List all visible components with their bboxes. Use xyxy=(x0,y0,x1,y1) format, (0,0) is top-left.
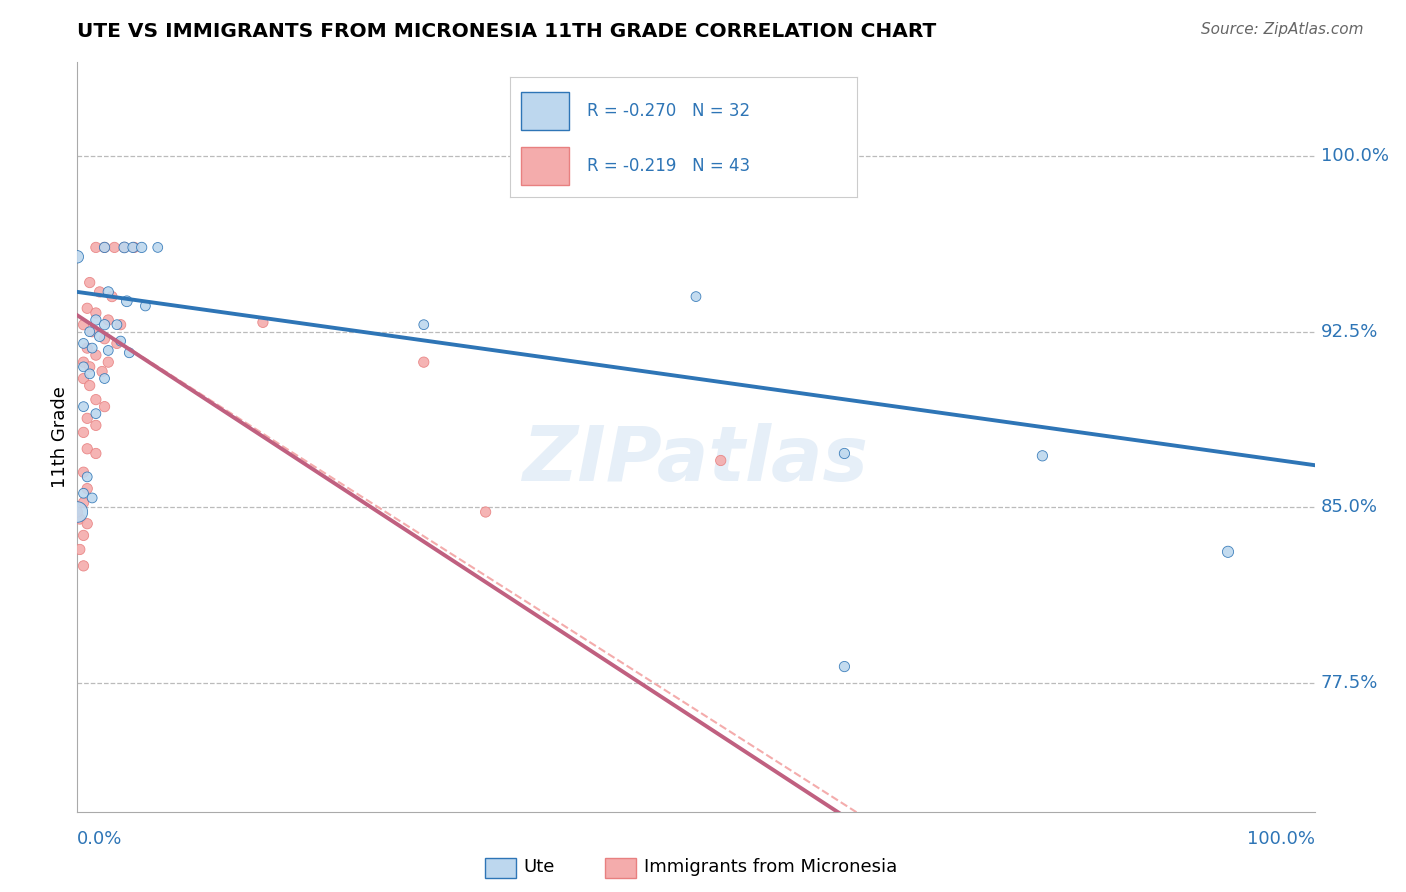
Point xyxy=(112,240,135,254)
Point xyxy=(112,240,135,254)
Point xyxy=(72,528,94,542)
Point xyxy=(97,313,120,327)
Point xyxy=(76,470,98,484)
Point xyxy=(76,482,98,496)
Point xyxy=(72,355,94,369)
Point xyxy=(97,355,120,369)
Point xyxy=(93,318,115,332)
Text: 77.5%: 77.5% xyxy=(1320,674,1378,692)
Point xyxy=(105,318,128,332)
Text: Source: ZipAtlas.com: Source: ZipAtlas.com xyxy=(1201,22,1364,37)
Point xyxy=(84,306,107,320)
Point xyxy=(118,345,141,359)
Text: Ute: Ute xyxy=(523,858,554,876)
Point xyxy=(110,334,132,348)
Point xyxy=(122,240,145,254)
Point xyxy=(93,240,115,254)
Text: 100.0%: 100.0% xyxy=(1247,830,1315,848)
Point xyxy=(685,290,707,304)
Point xyxy=(76,411,98,425)
Point xyxy=(72,359,94,374)
Point xyxy=(1216,545,1239,559)
Point xyxy=(84,313,107,327)
Point xyxy=(72,486,94,500)
Point xyxy=(103,240,125,254)
Point xyxy=(84,407,107,421)
Point xyxy=(79,276,101,290)
Point xyxy=(412,318,434,332)
Y-axis label: 11th Grade: 11th Grade xyxy=(51,386,69,488)
Point xyxy=(97,343,120,358)
Point xyxy=(122,240,145,254)
Point xyxy=(834,659,856,673)
Point xyxy=(146,240,169,254)
Point xyxy=(76,301,98,316)
Point xyxy=(84,446,107,460)
Point xyxy=(69,542,91,557)
Point xyxy=(89,285,111,299)
Text: UTE VS IMMIGRANTS FROM MICRONESIA 11TH GRADE CORRELATION CHART: UTE VS IMMIGRANTS FROM MICRONESIA 11TH G… xyxy=(77,22,936,41)
Point xyxy=(76,341,98,355)
Point xyxy=(412,355,434,369)
Point xyxy=(93,400,115,414)
Point xyxy=(89,329,111,343)
Point xyxy=(115,294,138,309)
Point xyxy=(79,367,101,381)
Point xyxy=(69,512,91,526)
Point xyxy=(82,341,104,355)
Point xyxy=(72,371,94,385)
Point xyxy=(97,285,120,299)
Point xyxy=(131,240,153,254)
Point xyxy=(82,491,104,505)
Point xyxy=(84,392,107,407)
Point xyxy=(84,240,107,254)
Point xyxy=(72,400,94,414)
Point xyxy=(93,371,115,385)
Point xyxy=(91,364,114,378)
Point xyxy=(72,318,94,332)
Text: 100.0%: 100.0% xyxy=(1320,147,1389,165)
Point xyxy=(93,240,115,254)
Text: ZIPatlas: ZIPatlas xyxy=(523,423,869,497)
Point xyxy=(134,299,156,313)
Point xyxy=(79,378,101,392)
Point xyxy=(66,505,89,519)
Point xyxy=(72,336,94,351)
Text: Immigrants from Micronesia: Immigrants from Micronesia xyxy=(644,858,897,876)
Point xyxy=(79,359,101,374)
Point xyxy=(72,496,94,510)
Point xyxy=(252,315,274,329)
Point xyxy=(110,318,132,332)
Point xyxy=(79,325,101,339)
Point xyxy=(1031,449,1053,463)
Point xyxy=(84,418,107,433)
Point xyxy=(66,250,89,264)
Point xyxy=(72,425,94,440)
Text: 92.5%: 92.5% xyxy=(1320,323,1378,341)
Point xyxy=(66,505,89,519)
Point xyxy=(82,325,104,339)
Point xyxy=(76,516,98,531)
Text: 85.0%: 85.0% xyxy=(1320,499,1378,516)
Point xyxy=(72,558,94,573)
Point xyxy=(105,336,128,351)
Point xyxy=(474,505,496,519)
Point xyxy=(101,290,124,304)
Point xyxy=(710,453,733,467)
Point xyxy=(72,465,94,479)
Point xyxy=(93,332,115,346)
Text: 0.0%: 0.0% xyxy=(77,830,122,848)
Point xyxy=(84,348,107,362)
Point xyxy=(76,442,98,456)
Point xyxy=(834,446,856,460)
